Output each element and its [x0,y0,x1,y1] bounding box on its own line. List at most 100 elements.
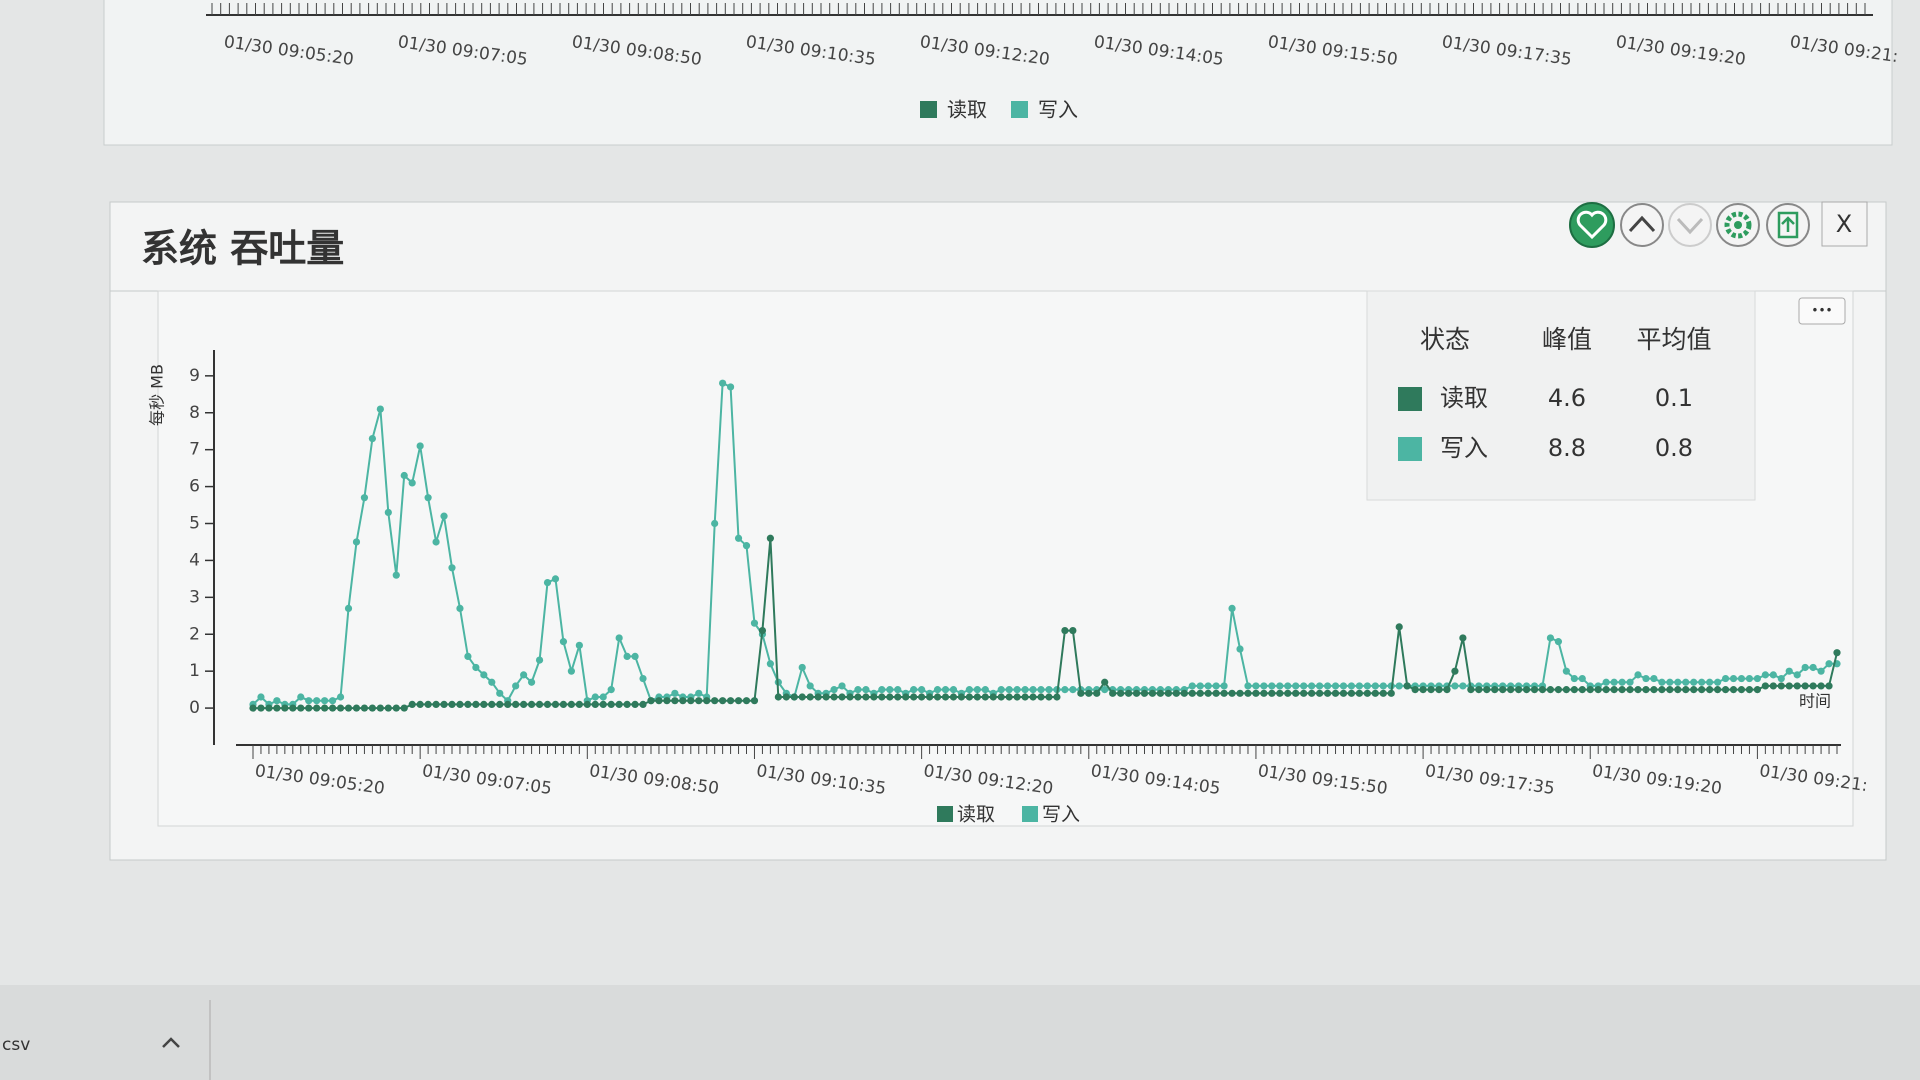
data-point [1507,686,1515,694]
data-point [838,682,846,690]
data-point [472,700,480,708]
data-point [1427,686,1435,694]
data-point [456,604,464,613]
data-point [1013,693,1021,701]
data-point [1204,682,1212,690]
data-point [520,700,528,708]
data-point [1140,689,1149,697]
data-point [543,578,552,587]
data-point [559,638,568,646]
data-point [1554,638,1563,646]
data-point [1714,686,1722,694]
data-point [344,704,353,712]
data-point [1698,686,1706,694]
data-point [830,693,838,701]
data-point [1546,686,1555,694]
data-point [1339,682,1348,690]
data-point [1220,682,1228,690]
top-legend-label: 读取 [947,98,987,122]
data-point [1371,682,1379,690]
stats-cell: 0.8 [1655,434,1693,462]
move-down-button[interactable] [1668,203,1712,247]
data-point [1347,689,1356,697]
data-point [384,704,392,712]
x-axis-label: 时间 [1799,692,1831,711]
data-point [1721,686,1730,694]
settings-button[interactable] [1716,203,1760,247]
data-point [512,700,520,708]
y-tick-label: 0 [189,698,200,718]
data-point [488,678,496,686]
data-point [400,471,408,480]
data-point [615,634,623,642]
data-point [1777,674,1785,683]
close-button[interactable]: X [1821,201,1868,247]
data-point [615,700,623,708]
data-point [328,704,337,712]
data-point [1825,682,1833,690]
data-point [910,693,918,701]
data-point [742,697,751,705]
data-point [997,686,1005,694]
data-point [695,689,703,697]
data-point [448,564,456,572]
data-point [1021,686,1029,694]
export-button[interactable] [1766,203,1810,247]
favorite-button[interactable] [1569,202,1615,248]
y-axis-label: 每秒 MB [148,364,167,426]
data-point [313,704,321,712]
data-point [1005,693,1013,701]
data-point [981,686,989,694]
data-point [400,704,408,712]
stats-header: 峰值 [1542,325,1592,354]
data-point [360,704,369,712]
data-point [1101,686,1109,694]
data-point [1403,682,1411,690]
data-point [1745,674,1754,683]
data-point [1435,686,1443,694]
data-point [1363,689,1371,697]
data-point [1809,682,1817,690]
up-circle [1620,203,1664,247]
data-point [854,686,862,694]
data-point [1323,682,1332,690]
data-point [910,686,918,694]
data-point [933,686,942,694]
data-point [1538,686,1547,694]
data-point [1522,686,1531,694]
data-point [424,700,432,708]
data-point [1745,686,1754,694]
data-point [1515,686,1523,694]
stats-box [1366,290,1756,501]
data-point [535,656,544,664]
data-point [1769,682,1777,690]
data-point [1634,671,1642,679]
download-expand[interactable] [162,1037,180,1048]
legend-label: 读取 [957,804,995,826]
data-point [1212,682,1220,690]
data-point [1729,674,1738,683]
panel-title: 系统 吞吐量 [141,227,344,271]
data-point [1682,678,1690,686]
data-point [989,693,997,701]
data-point [1331,689,1340,697]
y-tick-label: 7 [189,440,200,460]
data-point [1690,678,1698,686]
data-point [973,686,981,694]
data-point [965,693,973,701]
data-point [1323,689,1332,697]
data-point [1801,663,1809,672]
data-point [368,704,376,712]
data-point [1729,686,1738,694]
data-point [639,700,647,708]
data-point [1355,682,1364,690]
y-tick-label: 1 [189,661,200,681]
data-point [408,479,416,487]
menu-button[interactable]: ••• [1798,297,1846,325]
data-point [432,538,440,546]
data-point [1188,689,1196,697]
move-up-button[interactable] [1620,203,1664,247]
data-point [1753,674,1762,683]
data-point [1276,682,1284,690]
